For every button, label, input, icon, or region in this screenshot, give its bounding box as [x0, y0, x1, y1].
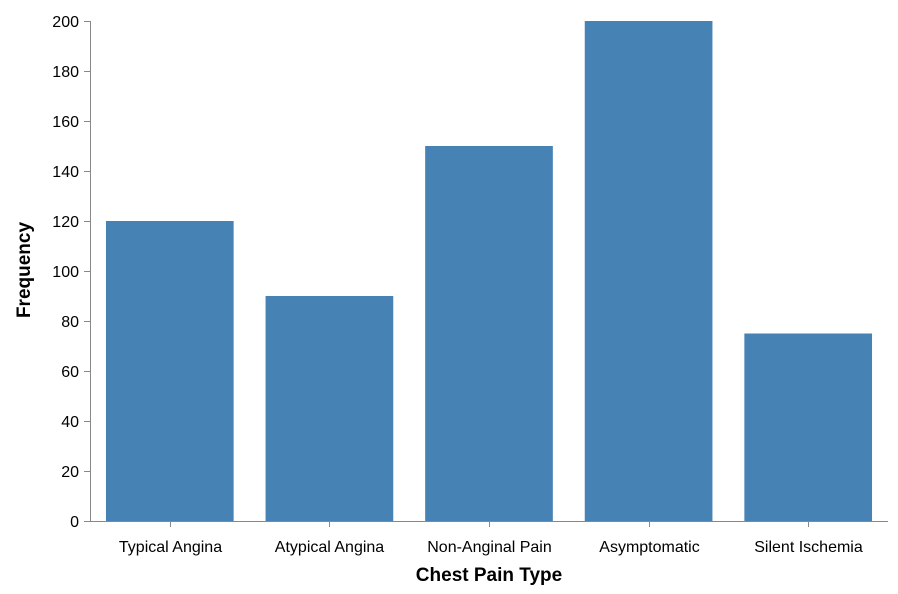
- x-axis-title: Chest Pain Type: [416, 565, 562, 586]
- x-tick-label: Atypical Angina: [275, 539, 385, 556]
- y-axis-title: Frequency: [14, 222, 35, 319]
- x-tick-label: Typical Angina: [119, 539, 222, 556]
- bar-non-anginal-pain: [425, 146, 553, 521]
- bar-silent-ischemia: [744, 333, 873, 521]
- bars-group: [105, 21, 873, 521]
- y-axis: 0 20 40 60 80 100 120 140 160 180 200: [52, 14, 91, 531]
- bar-asymptomatic: [584, 21, 713, 521]
- y-tick-label: 160: [52, 114, 79, 131]
- y-tick-label: 20: [61, 464, 79, 481]
- y-tick-label: 180: [52, 64, 79, 81]
- y-tick-label: 60: [61, 364, 79, 381]
- bar-typical-angina: [105, 221, 234, 521]
- x-tick-label: Asymptomatic: [599, 539, 699, 556]
- x-axis: Typical Angina Atypical Angina Non-Anginal…: [90, 521, 888, 556]
- y-tick-label: 80: [61, 314, 79, 331]
- x-tick-label: Non-Anginal Pain: [427, 539, 552, 556]
- y-tick-label: 120: [52, 214, 79, 231]
- y-tick-label: 200: [52, 14, 79, 31]
- y-tick-label: 100: [52, 264, 79, 281]
- bar-atypical-angina: [265, 296, 394, 521]
- y-tick-label: 140: [52, 164, 79, 181]
- y-tick-label: 0: [70, 514, 79, 531]
- x-tick-label: Silent Ischemia: [754, 539, 863, 556]
- y-tick-label: 40: [61, 414, 79, 431]
